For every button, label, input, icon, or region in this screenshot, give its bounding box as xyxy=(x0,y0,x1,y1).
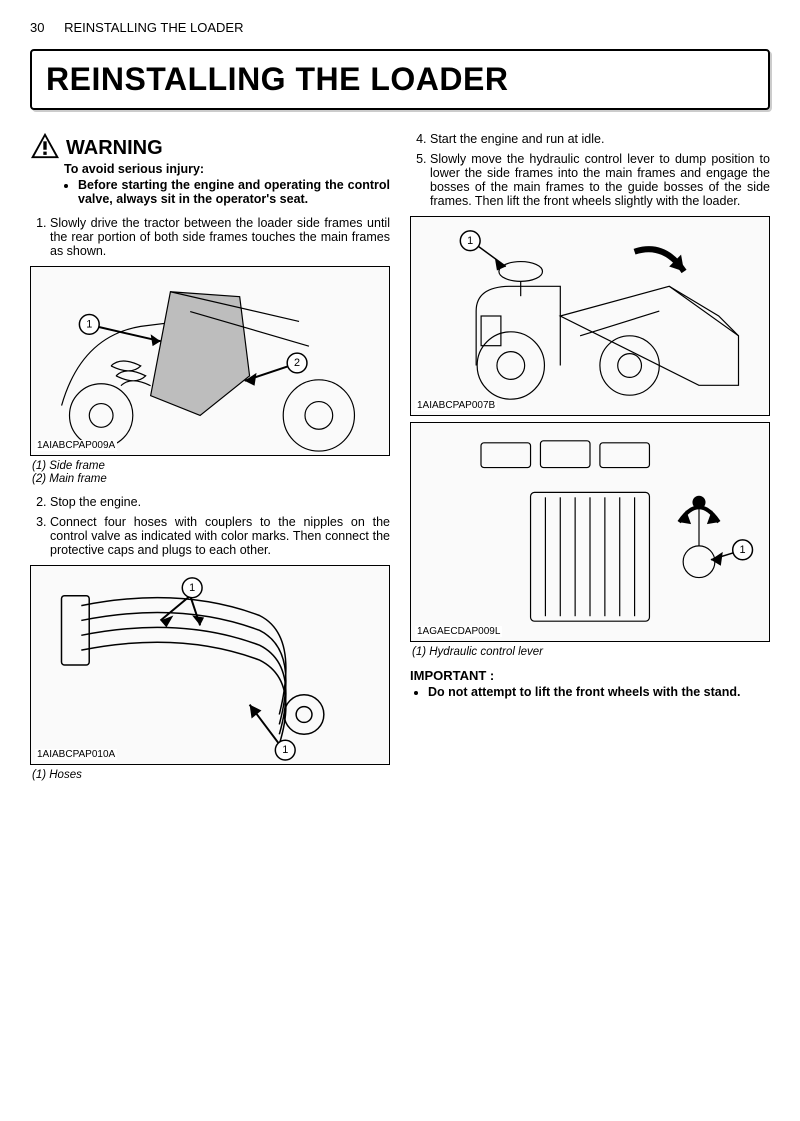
figure-4: 1 1AGAECDAP009L xyxy=(410,422,770,642)
warning-block: WARNING To avoid serious injury: Before … xyxy=(30,132,390,206)
step-item: Connect four hoses with couplers to the … xyxy=(50,515,390,557)
figure-code: 1AIABCPAP007B xyxy=(415,400,497,411)
page-number: 30 xyxy=(30,20,44,35)
svg-text:1: 1 xyxy=(86,318,92,330)
svg-text:1: 1 xyxy=(282,744,288,756)
warning-header: WARNING xyxy=(30,132,390,160)
warning-bullets: Before starting the engine and operating… xyxy=(78,178,390,206)
steps-list-c: Start the engine and run at idle. Slowly… xyxy=(410,132,770,208)
section-title-box: REINSTALLING THE LOADER xyxy=(30,49,770,110)
caption-line: (1) Side frame xyxy=(32,460,390,472)
running-head: 30 REINSTALLING THE LOADER xyxy=(30,20,770,35)
section-title: REINSTALLING THE LOADER xyxy=(46,61,754,98)
warning-triangle-icon xyxy=(30,132,60,160)
right-column: Start the engine and run at idle. Slowly… xyxy=(410,132,770,791)
step-item: Slowly drive the tractor between the loa… xyxy=(50,216,390,258)
important-bullet: Do not attempt to lift the front wheels … xyxy=(428,685,770,699)
step-item: Stop the engine. xyxy=(50,495,390,509)
figure-2-svg: 1 1 xyxy=(31,566,389,764)
caption-line: (1) Hoses xyxy=(32,769,390,781)
figure-4-caption: (1) Hydraulic control lever xyxy=(412,646,770,658)
step-item: Slowly move the hydraulic control lever … xyxy=(430,152,770,208)
figure-1: 1 2 1AIABCPAP009A xyxy=(30,266,390,456)
svg-text:2: 2 xyxy=(294,357,300,369)
two-column-layout: WARNING To avoid serious injury: Before … xyxy=(30,132,770,791)
svg-text:1: 1 xyxy=(467,235,473,247)
running-head-text: REINSTALLING THE LOADER xyxy=(64,20,243,35)
figure-1-caption: (1) Side frame (2) Main frame xyxy=(32,460,390,485)
warning-bullet: Before starting the engine and operating… xyxy=(78,178,390,206)
figure-code: 1AIABCPAP010A xyxy=(35,749,117,760)
figure-1-svg: 1 2 xyxy=(31,267,389,455)
figure-3-svg: 1 xyxy=(411,217,769,415)
steps-list-b: Stop the engine. Connect four hoses with… xyxy=(30,495,390,557)
figure-code: 1AIABCPAP009A xyxy=(35,440,117,451)
step-item: Start the engine and run at idle. xyxy=(430,132,770,146)
left-column: WARNING To avoid serious injury: Before … xyxy=(30,132,390,791)
figure-code: 1AGAECDAP009L xyxy=(415,626,502,637)
caption-line: (1) Hydraulic control lever xyxy=(412,646,770,658)
important-label: IMPORTANT : xyxy=(410,668,770,683)
caption-line: (2) Main frame xyxy=(32,473,390,485)
figure-2-caption: (1) Hoses xyxy=(32,769,390,781)
figure-4-svg: 1 xyxy=(411,423,769,641)
figure-2: 1 1 1AIABCPAP010A xyxy=(30,565,390,765)
warning-subhead: To avoid serious injury: xyxy=(64,162,390,176)
warning-label: WARNING xyxy=(66,137,163,160)
svg-text:1: 1 xyxy=(740,544,746,556)
figure-3: 1 1AIABCPAP007B xyxy=(410,216,770,416)
important-bullets: Do not attempt to lift the front wheels … xyxy=(428,685,770,699)
manual-page: 30 REINSTALLING THE LOADER REINSTALLING … xyxy=(0,0,800,811)
steps-list-a: Slowly drive the tractor between the loa… xyxy=(30,216,390,258)
svg-text:1: 1 xyxy=(189,582,195,594)
